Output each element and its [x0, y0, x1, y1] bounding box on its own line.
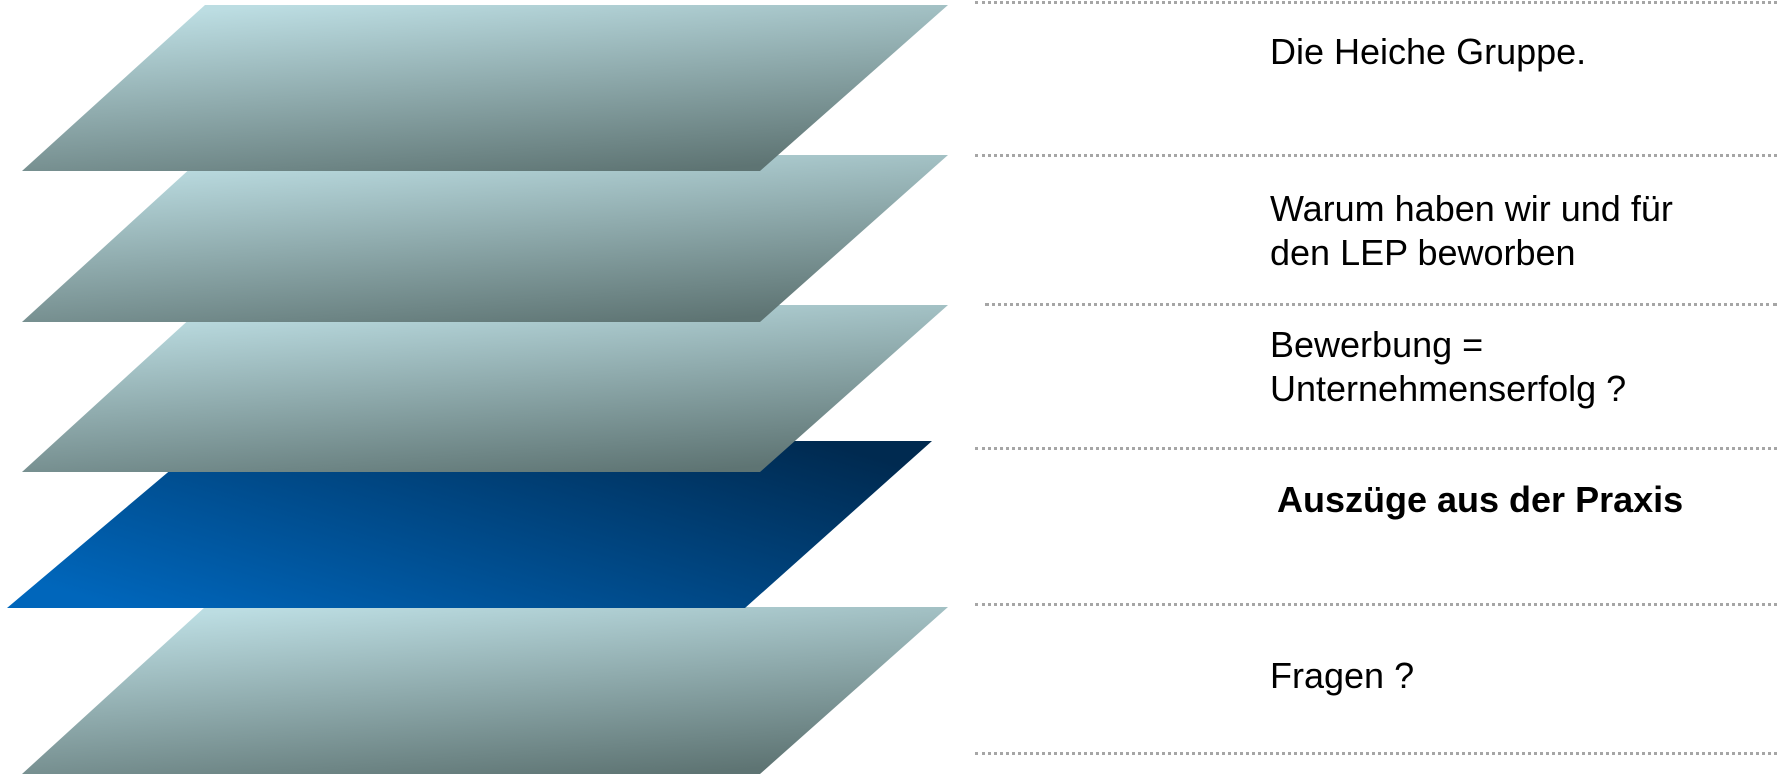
agenda-item-label-line: Unternehmenserfolg ?	[1270, 368, 1627, 409]
agenda-item-label-active: Auszüge aus der Praxis	[1277, 478, 1683, 522]
agenda-item-label-line: Warum haben wir und für	[1270, 188, 1673, 229]
agenda-divider	[975, 447, 1777, 450]
agenda-item-label-line: Fragen ?	[1270, 655, 1415, 696]
agenda-item-label-line: Auszüge aus der Praxis	[1277, 479, 1684, 520]
agenda-divider	[975, 752, 1777, 755]
agenda-item-label: Fragen ?	[1270, 654, 1414, 698]
agenda-divider	[975, 1, 1777, 4]
agenda-item-label-line: den LEP beworben	[1270, 232, 1576, 273]
agenda-divider	[975, 603, 1777, 606]
agenda-item-label-line: Bewerbung =	[1270, 324, 1484, 365]
agenda-item-label-line: Die Heiche Gruppe.	[1270, 31, 1587, 72]
agenda-divider	[975, 154, 1777, 157]
agenda-item-label: Die Heiche Gruppe.	[1270, 30, 1586, 74]
agenda-item-label: Bewerbung = Unternehmenserfolg ?	[1270, 323, 1626, 411]
agenda-layer	[22, 607, 948, 774]
layer-stack	[7, 5, 948, 774]
agenda-divider	[985, 303, 1777, 306]
agenda-layer	[22, 155, 948, 322]
agenda-layer-active	[7, 441, 932, 608]
agenda-item-label: Warum haben wir und für den LEP beworben	[1270, 187, 1673, 275]
agenda-layer	[22, 5, 948, 171]
agenda-layer	[22, 305, 948, 472]
